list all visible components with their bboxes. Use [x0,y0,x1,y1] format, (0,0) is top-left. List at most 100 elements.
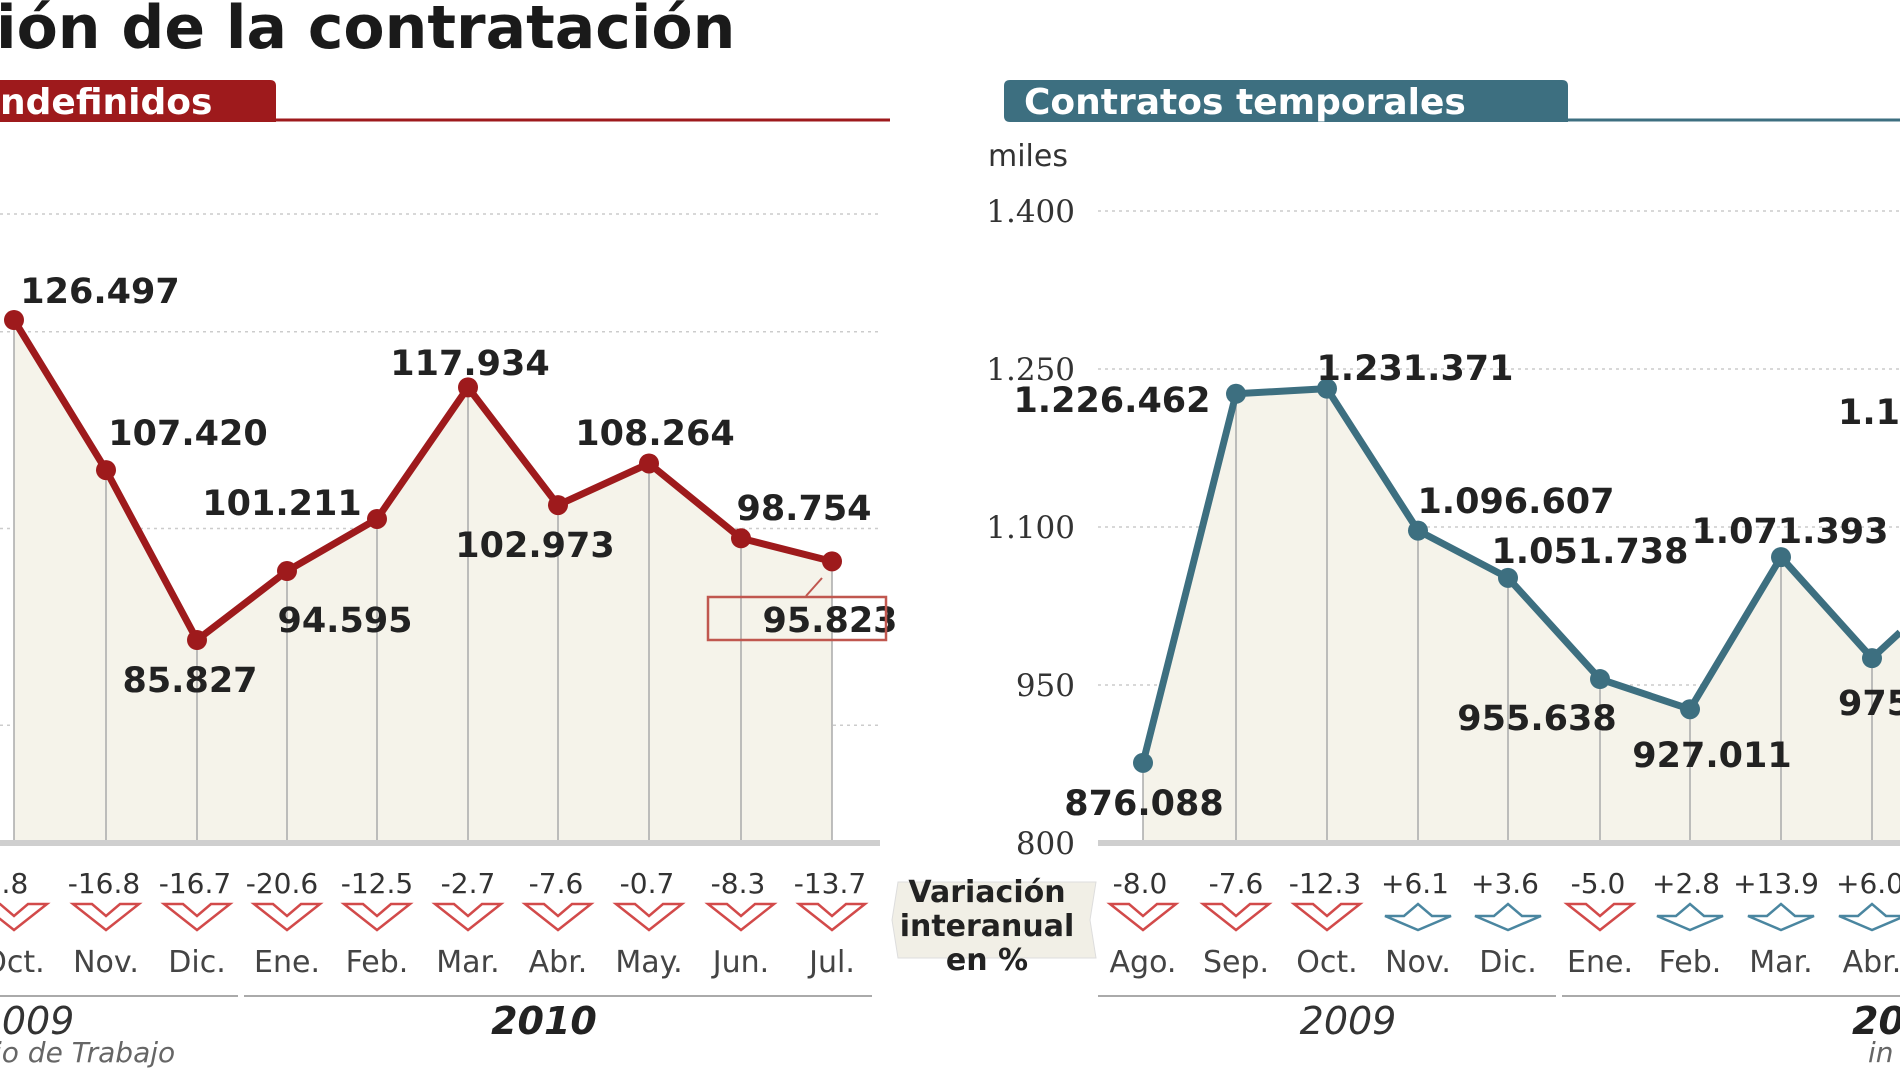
highlight-box [706,595,888,642]
source-note-right: in [1868,1036,1894,1069]
x-tick-label: Dic. [1479,945,1536,980]
data-point [96,460,116,481]
temporales-tag-background [1004,80,1568,122]
data-point [458,377,478,398]
variation-value: -2.7 [441,867,496,900]
variation-value: -16.7 [159,867,231,900]
x-tick-label: Mar. [436,945,499,980]
data-label: 102.973 [455,526,614,566]
variation-down-marker [1199,902,1273,932]
indefinidos-tag: ndefinidos [0,82,212,123]
data-label: 98.754 [736,489,871,529]
data-label: 107.420 [108,414,267,454]
indefinidos-tag-background [0,80,276,122]
variation-value: -5.0 [1571,867,1626,900]
data-label: 94.595 [277,601,412,641]
variation-down-marker [250,902,324,932]
y-tick-label: 950 [1016,668,1075,704]
variation-value: -16.8 [68,867,140,900]
x-tick-label: Feb. [1659,945,1722,980]
data-point [1498,567,1518,588]
x-tick-label: Oct. [1296,945,1357,980]
data-label: 108.264 [575,414,734,454]
x-tick-label: Dic. [168,945,225,980]
x-tick-label: Nov. [73,945,139,980]
indefinidos-line [11,318,833,644]
data-label: 975.5 [1838,684,1900,724]
data-point [277,561,297,582]
variation-value: 9.8 [0,867,28,900]
x-tick-label: Sep. [1203,945,1269,980]
x-tick-label: May. [615,945,682,980]
y-axis-units: miles [988,139,1068,174]
data-point [639,453,659,474]
variation-label-background [891,881,1097,959]
y-tick-label: 1.400 [986,194,1075,230]
variation-down-marker [1563,902,1637,932]
x-tick-label: Oct. [0,945,45,980]
data-label: 1.071.393 [1691,512,1888,552]
y-tick-label: 800 [1016,826,1075,862]
x-tick-label: Feb. [346,945,409,980]
temporales-area [1143,388,1900,843]
variation-down-marker [1290,902,1364,932]
data-point [1680,699,1700,720]
data-label: 101.211 [202,484,361,524]
variation-value: -12.3 [1289,867,1361,900]
indefinidos-area [14,320,832,843]
data-label: 85.827 [122,661,257,701]
variation-label-line-2: interanual [900,909,1075,944]
variation-value: -7.6 [529,867,584,900]
data-point [822,551,842,572]
variation-up-marker [1747,902,1815,932]
data-label: 1.096.607 [1417,482,1614,522]
x-tick-label: Abr. [529,945,588,980]
data-label: 117.934 [390,344,549,384]
variation-down-marker [1106,902,1180,932]
x-tick-label: Jul. [807,945,855,980]
data-label: 876.088 [1064,784,1223,824]
data-point [1408,520,1428,541]
x-tick-label: Mar. [1749,945,1812,980]
data-point [1771,547,1791,568]
variation-value: -8.3 [711,867,766,900]
year-label: 2010 [491,999,597,1043]
variation-value: +6.0 [1836,867,1900,900]
variation-down-marker [704,902,778,932]
data-point [1317,378,1337,399]
data-label: 1.051.738 [1491,532,1688,572]
variation-value: -12.5 [341,867,413,900]
x-tick-label: Ago. [1110,945,1177,980]
variation-value: +2.8 [1652,867,1720,900]
temporales-line [1139,385,1900,764]
variation-down-marker [521,902,595,932]
variation-up-marker [1384,902,1452,932]
data-point [367,508,387,529]
variation-up-marker [1656,902,1724,932]
data-point [1133,752,1153,773]
variation-value: -13.7 [794,867,866,900]
variation-value: +3.6 [1471,867,1539,900]
figure-title: ión de la contratación [0,0,735,63]
data-label: 1.19 [1838,393,1900,433]
data-point [187,630,207,650]
data-point [4,310,24,330]
year-label: 2009 [0,999,74,1043]
data-point [731,528,751,549]
variation-down-marker [0,902,51,932]
x-tick-label: Jun. [711,945,769,980]
x-tick-label: Nov. [1385,945,1451,980]
variation-down-marker [340,902,414,932]
variation-value: +13.9 [1733,867,1819,900]
data-point [1862,648,1882,669]
variation-down-marker [69,902,143,932]
variation-label-line-3: en % [946,943,1028,978]
variation-label-line-1: Variación [908,875,1065,910]
data-label: 955.638 [1457,699,1616,739]
variation-value: -20.6 [246,867,318,900]
variation-value: +6.1 [1381,867,1449,900]
y-tick-label: 1.100 [986,510,1075,546]
x-tick-label: Ene. [1567,945,1633,980]
data-label: 1.226.462 [1013,381,1210,421]
